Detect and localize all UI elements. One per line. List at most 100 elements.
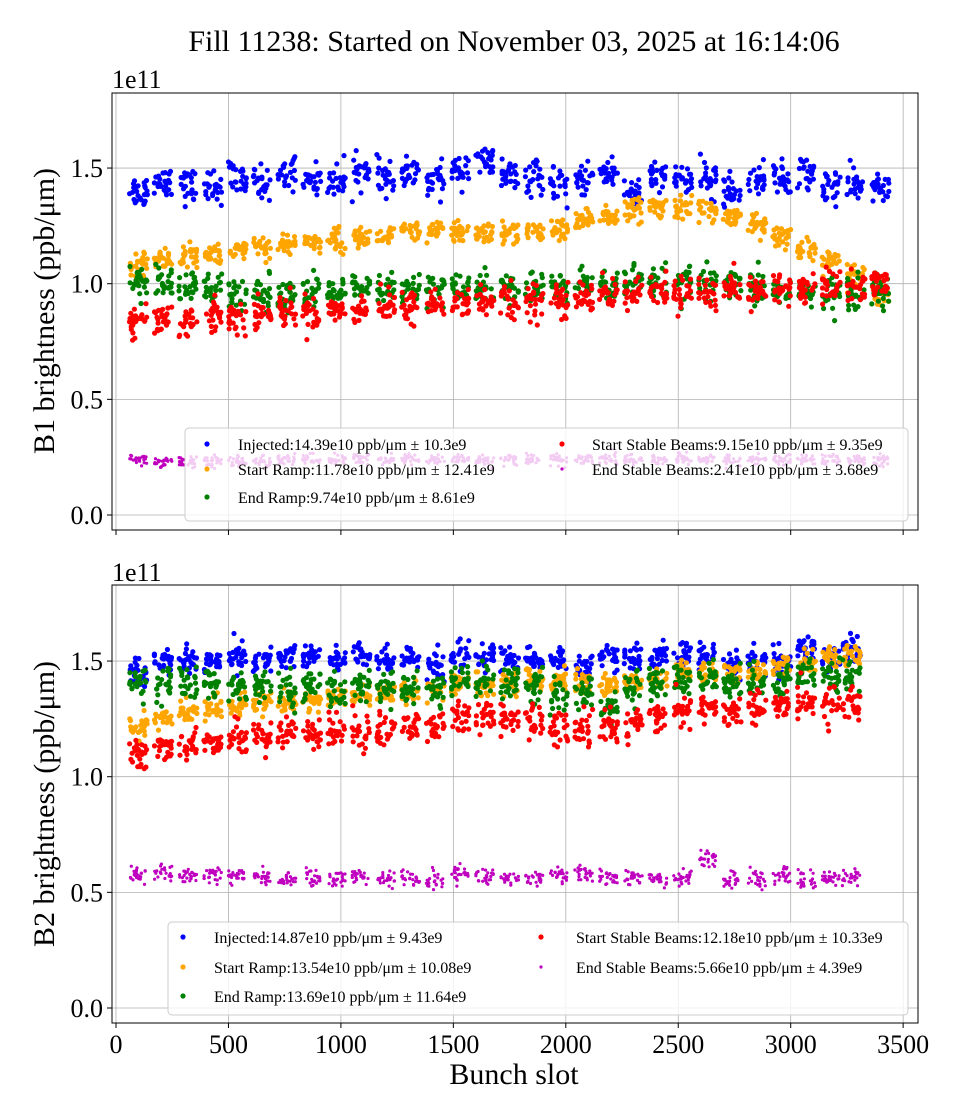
data-point bbox=[232, 245, 238, 251]
data-point bbox=[849, 636, 855, 642]
data-point bbox=[770, 234, 776, 240]
data-point bbox=[399, 289, 405, 295]
data-point bbox=[870, 198, 876, 204]
data-point bbox=[488, 236, 494, 242]
data-point bbox=[281, 658, 287, 664]
data-point bbox=[205, 271, 211, 277]
data-point bbox=[498, 182, 505, 189]
data-point bbox=[141, 728, 147, 734]
data-point bbox=[702, 652, 708, 658]
data-point bbox=[800, 639, 806, 645]
data-point bbox=[554, 657, 560, 663]
data-point bbox=[203, 192, 209, 198]
data-point bbox=[869, 301, 875, 307]
data-point bbox=[304, 337, 310, 343]
data-point bbox=[605, 299, 611, 305]
data-point bbox=[752, 278, 759, 284]
data-point bbox=[355, 235, 361, 241]
data-point bbox=[363, 662, 370, 668]
data-point bbox=[460, 238, 466, 244]
data-point bbox=[130, 285, 136, 291]
data-point bbox=[477, 291, 483, 297]
data-point bbox=[188, 191, 195, 197]
data-point bbox=[559, 231, 565, 238]
data-point bbox=[696, 281, 702, 287]
data-point bbox=[798, 295, 804, 301]
data-point bbox=[477, 272, 483, 279]
data-point bbox=[408, 321, 414, 327]
data-point bbox=[479, 306, 485, 312]
data-point bbox=[326, 280, 332, 286]
data-point bbox=[434, 219, 440, 225]
data-point bbox=[208, 323, 214, 329]
data-point bbox=[375, 666, 381, 672]
data-point bbox=[776, 640, 782, 647]
data-point bbox=[577, 279, 583, 285]
data-point bbox=[704, 277, 710, 283]
data-point bbox=[160, 319, 166, 325]
data-point bbox=[433, 660, 439, 667]
data-point bbox=[404, 646, 411, 652]
data-point bbox=[511, 317, 517, 323]
data-point bbox=[163, 180, 169, 186]
data-point bbox=[189, 187, 195, 193]
data-point bbox=[723, 211, 729, 217]
data-point bbox=[708, 196, 715, 203]
data-point bbox=[663, 268, 669, 274]
data-point bbox=[151, 309, 158, 315]
data-point bbox=[366, 280, 372, 286]
data-point bbox=[477, 169, 483, 175]
data-point bbox=[243, 176, 249, 182]
data-point bbox=[233, 302, 239, 308]
data-point bbox=[632, 660, 638, 667]
data-point bbox=[565, 279, 571, 285]
data-point bbox=[305, 660, 311, 666]
data-point bbox=[310, 295, 317, 302]
data-point bbox=[145, 461, 149, 465]
data-point bbox=[877, 189, 883, 195]
data-point bbox=[712, 282, 719, 288]
data-point bbox=[650, 266, 657, 272]
data-point bbox=[253, 653, 259, 659]
data-point bbox=[564, 176, 570, 182]
data-point bbox=[711, 270, 717, 276]
data-point bbox=[579, 192, 585, 198]
data-point bbox=[539, 174, 545, 180]
data-point bbox=[191, 196, 197, 203]
data-point bbox=[599, 292, 605, 298]
data-point bbox=[703, 165, 709, 171]
data-point bbox=[192, 171, 198, 177]
data-point bbox=[755, 259, 761, 265]
data-point bbox=[697, 151, 704, 157]
data-point bbox=[237, 168, 244, 174]
data-point bbox=[399, 294, 405, 300]
data-point bbox=[880, 295, 886, 301]
data-point bbox=[267, 245, 273, 251]
data-point bbox=[425, 274, 431, 280]
data-point bbox=[186, 707, 192, 713]
data-point bbox=[353, 656, 359, 662]
data-point bbox=[747, 170, 754, 176]
data-point bbox=[355, 245, 361, 251]
data-point bbox=[262, 245, 268, 252]
data-point bbox=[684, 166, 691, 172]
data-point bbox=[820, 661, 826, 667]
data-point bbox=[337, 311, 343, 317]
data-point bbox=[204, 651, 210, 658]
data-point bbox=[820, 301, 826, 307]
data-point bbox=[533, 655, 539, 661]
data-point bbox=[711, 208, 717, 214]
data-point bbox=[192, 278, 198, 284]
data-point bbox=[303, 171, 309, 177]
data-point bbox=[861, 294, 868, 300]
data-point bbox=[254, 706, 260, 713]
data-point bbox=[711, 166, 718, 172]
data-point bbox=[338, 179, 344, 185]
data-point bbox=[166, 171, 172, 177]
data-point bbox=[333, 175, 339, 181]
data-point bbox=[460, 230, 466, 236]
data-point bbox=[663, 658, 670, 664]
data-point bbox=[416, 282, 422, 288]
data-point bbox=[771, 172, 777, 178]
